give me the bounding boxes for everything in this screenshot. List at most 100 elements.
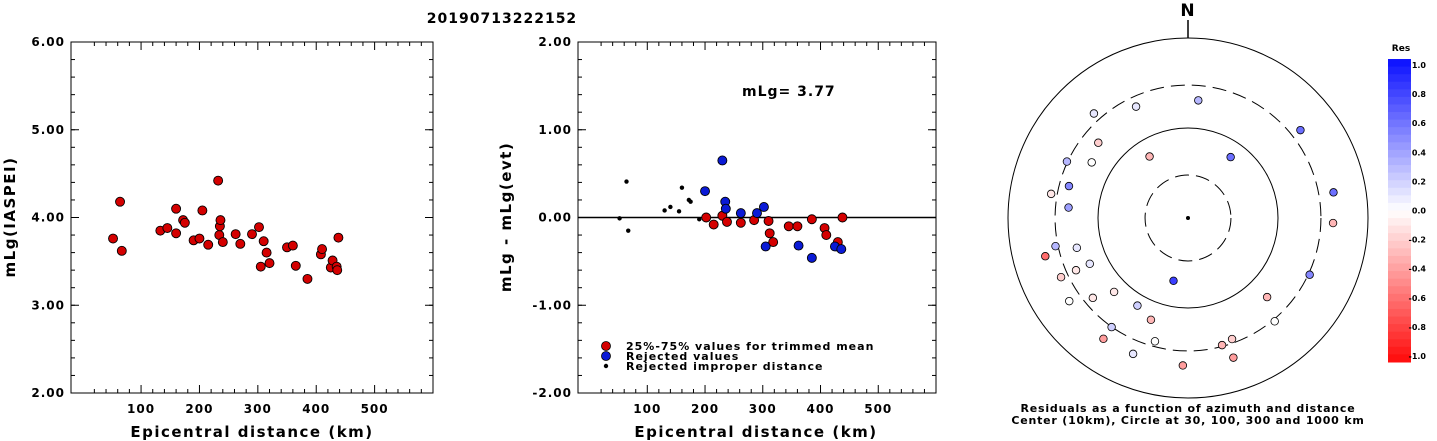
rejected-point <box>793 240 804 251</box>
x-axis-label: Epicentral distance (km) <box>634 423 877 441</box>
trimmed-mean-point <box>708 219 719 230</box>
azimuth-residual-plot: N Residuals as a function of azimuth and… <box>1007 1 1369 427</box>
data-point <box>261 247 272 258</box>
data-point <box>258 236 269 247</box>
data-point <box>332 265 343 276</box>
rejected-point <box>700 186 710 197</box>
colorbar-label: -0.2 <box>1409 236 1427 245</box>
x-tick-label: 200 <box>691 402 719 416</box>
rejected-point <box>720 203 731 214</box>
residual-point <box>1065 296 1074 306</box>
colorbar-label: 0.8 <box>1412 90 1427 99</box>
data-point <box>302 273 313 284</box>
colorbar-cell <box>1388 195 1411 204</box>
colorbar-cell <box>1388 157 1411 166</box>
legend-label-trimmed: 25%-75% values for trimmed mean <box>626 340 874 353</box>
residual-point <box>1131 102 1141 111</box>
rejected-point <box>735 208 746 219</box>
colorbar-label: -0.4 <box>1409 265 1427 274</box>
x-tick-label: 100 <box>127 402 155 416</box>
x-tick-label: 300 <box>244 402 272 416</box>
data-point <box>203 239 214 250</box>
residual-point <box>1072 243 1082 252</box>
residual-point <box>1041 252 1050 261</box>
data-point <box>213 175 224 186</box>
colorbar-label: 0.6 <box>1412 119 1427 128</box>
colorbar-cell <box>1388 271 1411 280</box>
colorbar-cell <box>1388 218 1411 227</box>
data-point <box>255 261 266 272</box>
improper-distance-point <box>688 199 693 204</box>
colorbar-cell <box>1388 74 1411 83</box>
y-tick-label: -1.00 <box>532 298 572 312</box>
trimmed-mean-point <box>735 217 746 228</box>
trimmed-mean-point <box>701 212 712 223</box>
residual-point <box>1150 337 1160 346</box>
colorbar-label: 0.0 <box>1412 207 1427 216</box>
colorbar-title: Res <box>1392 44 1410 54</box>
residual-point <box>1064 181 1074 191</box>
data-point <box>290 260 301 271</box>
colorbar-label: 0.2 <box>1412 177 1426 186</box>
data-point <box>287 240 298 251</box>
colorbar-cell <box>1388 149 1411 158</box>
data-point <box>333 232 344 243</box>
north-label: N <box>1180 1 1195 21</box>
y-axis-label: mLg - mLg(evt) <box>497 142 515 292</box>
rejected-point <box>760 241 771 252</box>
residual-point <box>1064 203 1073 212</box>
colorbar-label: 1.0 <box>1412 61 1427 70</box>
y-axis-label: mLg(IASPEI) <box>1 157 19 278</box>
colorbar-cell <box>1388 134 1411 143</box>
improper-distance-point <box>679 185 685 190</box>
polar-caption-line1: Residuals as a function of azimuth and d… <box>1020 402 1355 415</box>
colorbar-cell <box>1388 210 1411 219</box>
residual-point <box>1051 241 1060 251</box>
colorbar-cell <box>1388 119 1411 128</box>
distance-ring-300km <box>1054 84 1322 352</box>
residual-point <box>1145 152 1154 161</box>
improper-distance-point <box>626 228 631 233</box>
residual-point <box>1226 152 1235 162</box>
data-point <box>264 258 275 269</box>
colorbar-cell <box>1388 127 1411 136</box>
colorbar-cell <box>1388 255 1411 265</box>
residual-point <box>1328 218 1338 228</box>
data-point <box>215 215 226 226</box>
residual-point <box>1087 158 1096 167</box>
legend-label-improper: Rejected improper distance <box>626 360 823 373</box>
rejected-point <box>806 252 817 263</box>
colorbar-label: -1.0 <box>1409 352 1427 361</box>
residual-point <box>1146 315 1156 325</box>
colorbar-cell <box>1388 202 1411 211</box>
data-point <box>179 217 190 228</box>
residual-point <box>1270 317 1279 326</box>
improper-distance-point <box>617 216 622 221</box>
colorbar-cell <box>1388 225 1411 234</box>
colorbar-cell <box>1388 308 1411 318</box>
colorbar-cell <box>1388 301 1411 310</box>
residual-point <box>1329 188 1338 197</box>
residual-point <box>1071 266 1081 275</box>
distance-ring-30km <box>1144 174 1232 262</box>
residual-point <box>1178 361 1188 370</box>
data-point <box>194 233 205 244</box>
rejected-point <box>717 155 728 166</box>
residual-point <box>1305 270 1314 279</box>
residual-point <box>1217 340 1227 350</box>
colorbar-cell <box>1388 316 1411 325</box>
polar-caption-line2: Center (10km), Circle at 30, 100, 300 an… <box>1011 414 1364 427</box>
rejected-point <box>836 244 847 255</box>
improper-distance-point <box>676 209 682 214</box>
improper-distance-point <box>624 179 629 184</box>
legend-marker-rejected <box>601 351 611 361</box>
y-tick-label: 4.00 <box>31 211 65 225</box>
residual-point <box>1169 276 1178 285</box>
figure-title: 20190713222152 <box>427 11 577 27</box>
colorbar-cell <box>1388 278 1411 287</box>
data-point <box>162 223 173 233</box>
colorbar-cell <box>1388 240 1411 249</box>
colorbar-cell <box>1388 180 1411 189</box>
data-point <box>230 229 241 240</box>
distance-ring-1000km <box>1007 37 1369 399</box>
